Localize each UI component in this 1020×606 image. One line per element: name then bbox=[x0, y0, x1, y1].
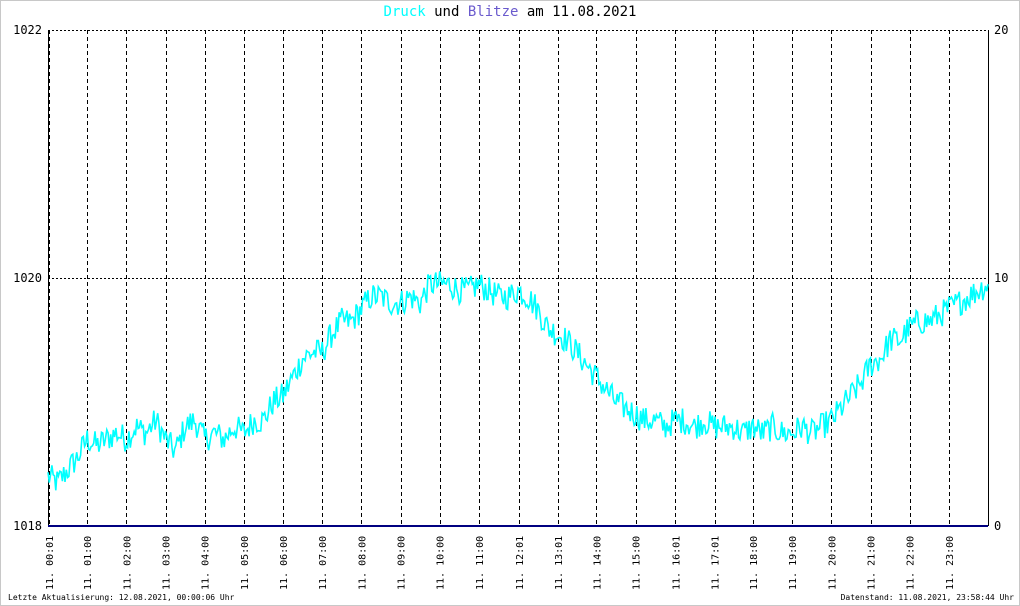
x-tick-label: 11. 22:00 bbox=[906, 536, 917, 590]
x-tick-label: 11. 03:00 bbox=[162, 536, 173, 590]
x-tick-label: 11. 23:00 bbox=[945, 536, 956, 590]
x-tick-label: 11. 00:01 bbox=[45, 536, 56, 590]
x-tick-label: 11. 11:00 bbox=[475, 536, 486, 590]
x-tick-label: 11. 13:01 bbox=[554, 536, 565, 590]
y-right-tick-label: 20 bbox=[994, 23, 1008, 37]
x-tick-label: 11. 10:00 bbox=[436, 536, 447, 590]
x-tick-label: 11. 21:00 bbox=[867, 536, 878, 590]
x-tick-label: 11. 19:00 bbox=[788, 536, 799, 590]
x-tick-label: 11. 14:00 bbox=[592, 536, 603, 590]
title-connector: und bbox=[425, 4, 468, 20]
x-tick-label: 11. 04:00 bbox=[201, 536, 212, 590]
chart-title: Druck und Blitze am 11.08.2021 bbox=[0, 4, 1020, 20]
y-left-tick-label: 1020 bbox=[13, 271, 42, 285]
x-tick-label: 11. 09:00 bbox=[397, 536, 408, 590]
y-left-tick-label: 1022 bbox=[13, 23, 42, 37]
footer-last-update: Letzte Aktualisierung: 12.08.2021, 00:00… bbox=[8, 593, 235, 602]
title-lightning-word: Blitze bbox=[467, 4, 519, 20]
x-tick-label: 11. 08:00 bbox=[357, 536, 368, 590]
x-tick-label: 11. 18:00 bbox=[749, 536, 760, 590]
pressure-line bbox=[47, 271, 989, 491]
y-right-tick-label: 10 bbox=[994, 271, 1008, 285]
footer-data-state: Datenstand: 11.08.2021, 23:58:44 Uhr bbox=[840, 593, 1014, 602]
x-tick-label: 11. 06:00 bbox=[279, 536, 290, 590]
x-tick-label: 11. 01:00 bbox=[83, 536, 94, 590]
x-tick-label: 11. 16:01 bbox=[671, 536, 682, 590]
x-tick-label: 11. 07:00 bbox=[318, 536, 329, 590]
x-tick-label: 11. 05:00 bbox=[240, 536, 251, 590]
title-date: am 11.08.2021 bbox=[518, 4, 637, 20]
x-tick-label: 11. 15:00 bbox=[632, 536, 643, 590]
y-left-tick-label: 1018 bbox=[13, 519, 42, 533]
y-right-tick-label: 0 bbox=[994, 519, 1001, 533]
x-tick-label: 11. 02:00 bbox=[122, 536, 133, 590]
x-tick-label: 11. 17:01 bbox=[711, 536, 722, 590]
title-pressure-word: Druck bbox=[383, 4, 426, 20]
x-tick-label: 11. 12:01 bbox=[515, 536, 526, 590]
x-tick-label: 11. 20:00 bbox=[827, 536, 838, 590]
